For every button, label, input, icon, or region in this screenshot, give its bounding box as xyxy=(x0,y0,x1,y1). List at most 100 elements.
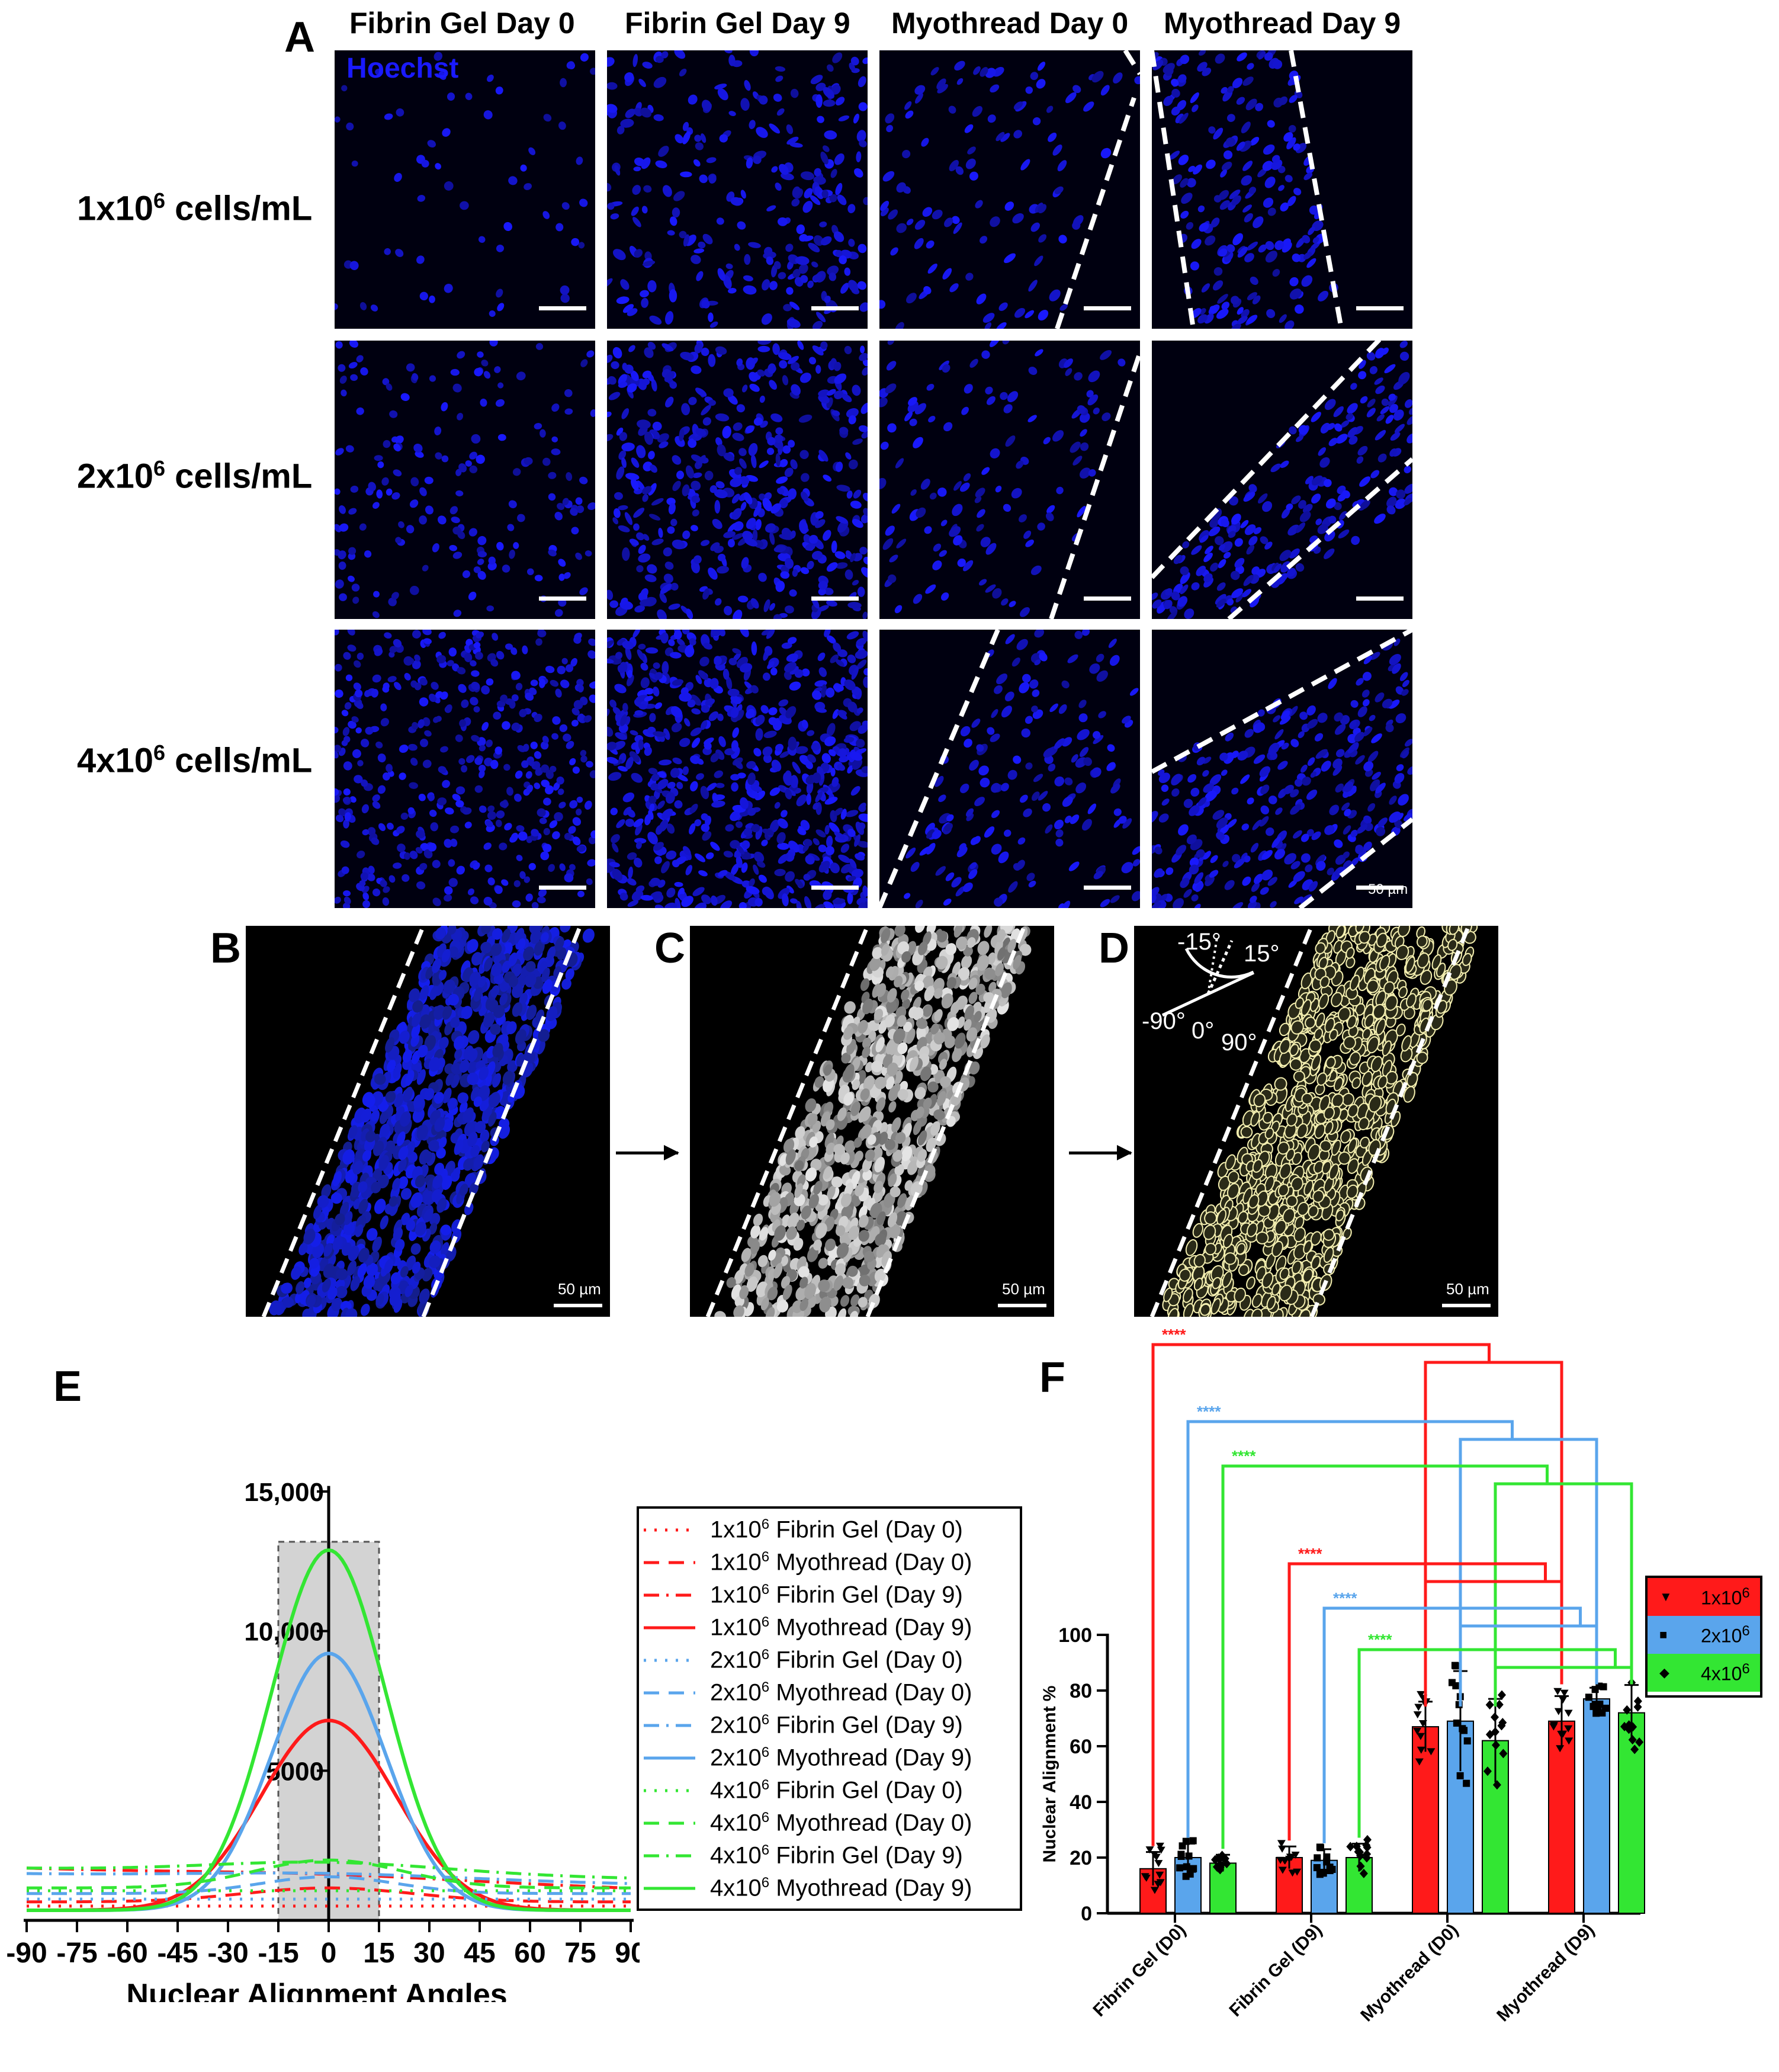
scale-bar-label: 50 µm xyxy=(1446,1280,1489,1298)
data-point xyxy=(1463,1737,1471,1745)
bar xyxy=(1583,1698,1610,1914)
row-header-4x10e6: 4x106 cells/mL xyxy=(77,740,312,780)
legend-item: 1x106 Myothread (Day 9) xyxy=(639,1611,1018,1644)
data-point xyxy=(1565,1737,1574,1745)
pipeline-arrow-2 xyxy=(1069,1145,1132,1160)
data-point xyxy=(1417,1746,1425,1754)
legend-marker-icon: ▼ xyxy=(1659,1589,1672,1604)
legend-exponent: 6 xyxy=(761,1776,770,1793)
scale-bar xyxy=(1356,886,1404,890)
legend-swatch xyxy=(644,1691,695,1694)
y-tick-label: 60 xyxy=(1070,1736,1092,1758)
data-point xyxy=(1363,1834,1372,1845)
pipeline-image-grey: 50 µm xyxy=(690,926,1054,1317)
data-point xyxy=(1346,1842,1355,1852)
data-point xyxy=(1491,1712,1499,1722)
micrograph-tile xyxy=(335,341,595,619)
data-point xyxy=(1221,1853,1229,1863)
angle-label-neg90: -90° xyxy=(1142,1008,1186,1034)
legend-density: 4x10 xyxy=(710,1842,762,1869)
significance-bracket xyxy=(1287,1562,1563,1841)
row-unit: cells/mL xyxy=(165,457,313,496)
legend-swatch xyxy=(644,1659,695,1662)
y-tick-label: 40 xyxy=(1070,1791,1092,1814)
micrograph-tile xyxy=(335,630,595,908)
legend-condition: Fibrin Gel (Day 9) xyxy=(769,1712,963,1739)
legend-condition: Myothread (Day 0) xyxy=(769,1549,972,1576)
legend-exponent: 6 xyxy=(761,1679,770,1695)
scale-bar xyxy=(1356,306,1404,310)
data-point xyxy=(1557,1730,1566,1738)
series-line xyxy=(27,1875,631,1895)
row-unit: cells/mL xyxy=(165,189,313,228)
data-point xyxy=(1417,1691,1425,1698)
bar xyxy=(1412,1726,1439,1914)
legend-condition: Fibrin Gel (Day 0) xyxy=(769,1647,963,1673)
data-point xyxy=(1313,1863,1321,1871)
data-point xyxy=(1185,1852,1193,1860)
scale-bar-label: 50 µm xyxy=(558,1280,601,1298)
data-point xyxy=(1427,1748,1436,1756)
x-tick-label: -90 xyxy=(6,1938,47,1969)
legend-exponent: 6 xyxy=(761,1646,770,1663)
legend-item: 1x106 Myothread (Day 0) xyxy=(639,1546,1018,1579)
data-point xyxy=(1418,1720,1427,1727)
panel-letter-a: A xyxy=(284,14,315,61)
nuclei-image xyxy=(879,50,1140,329)
scale-bar xyxy=(998,1304,1046,1307)
legend-label: 4x106 Fibrin Gel (Day 9) xyxy=(710,1842,963,1869)
data-point xyxy=(1189,1837,1197,1845)
significance-bracket xyxy=(1357,1648,1633,1838)
data-point xyxy=(1413,1711,1422,1719)
column-header-fibrin-day9: Fibrin Gel Day 9 xyxy=(625,7,850,40)
nuclei-image xyxy=(1152,50,1344,329)
legend-item: 4x106 Fibrin Gel (Day 0) xyxy=(639,1774,1018,1807)
data-point xyxy=(1549,1723,1558,1731)
data-point xyxy=(1414,1704,1423,1711)
y-tick-label: 15,000 xyxy=(244,1481,324,1507)
data-point xyxy=(1352,1842,1361,1852)
data-point xyxy=(1142,1874,1151,1882)
significance-label: **** xyxy=(1232,1447,1256,1465)
significance-label: **** xyxy=(1298,1545,1322,1563)
nuclei-image xyxy=(607,50,868,329)
y-tick-label: 100 xyxy=(1058,1624,1092,1647)
legend-label: 2x106 xyxy=(1701,1622,1750,1647)
data-point xyxy=(1150,1887,1159,1894)
legend-condition: Fibrin Gel (Day 0) xyxy=(769,1777,963,1804)
data-point xyxy=(1624,1720,1633,1730)
row-header-2x10e6: 2x106 cells/mL xyxy=(77,456,312,496)
legend-exponent: 6 xyxy=(761,1614,770,1630)
legend-condition: Myothread (Day 0) xyxy=(769,1810,972,1836)
data-point xyxy=(1585,1693,1592,1701)
data-point xyxy=(1559,1696,1568,1704)
row-density: 1x10 xyxy=(77,189,154,228)
legend-density: 4x10 xyxy=(710,1777,762,1804)
data-point xyxy=(1413,1727,1422,1735)
x-tick-label: -75 xyxy=(56,1938,97,1969)
legend-label: 1x106 xyxy=(1701,1585,1750,1609)
legend-item: 1x106 Fibrin Gel (Day 0) xyxy=(639,1513,1018,1546)
alignment-distribution-chart: -90 -75 -60 -45 -30 -15 0 15 30 45 60 75 90500010,00… xyxy=(6,1481,640,2002)
legend-exponent: 6 xyxy=(761,1809,770,1826)
data-point xyxy=(1598,1709,1606,1717)
legend-label: 4x106 Myothread (Day 0) xyxy=(710,1810,972,1836)
row-header-1x10e6: 1x106 cells/mL xyxy=(77,188,312,228)
data-point xyxy=(1483,1766,1492,1776)
legend-condition: Fibrin Gel (Day 9) xyxy=(769,1582,963,1608)
data-point xyxy=(1630,1744,1639,1755)
data-point xyxy=(1628,1735,1637,1745)
significance-bracket xyxy=(1221,1464,1633,1849)
data-point xyxy=(1177,1850,1185,1858)
stain-label-hoechst: Hoechst xyxy=(346,53,459,84)
legend-swatch xyxy=(644,1789,695,1792)
panel-letter-d: D xyxy=(1099,925,1129,972)
angle-label-zero: 0° xyxy=(1192,1018,1215,1044)
data-point xyxy=(1498,1718,1507,1728)
x-axis-title: Nuclear Alignment Angles xyxy=(126,1978,507,2002)
data-point xyxy=(1316,1843,1324,1851)
data-point xyxy=(1592,1709,1600,1717)
legend-label: 1x106 Fibrin Gel (Day 0) xyxy=(710,1516,963,1543)
column-header-fibrin-day0: Fibrin Gel Day 0 xyxy=(349,7,575,40)
y-tick-label: 0 xyxy=(1081,1903,1092,1925)
